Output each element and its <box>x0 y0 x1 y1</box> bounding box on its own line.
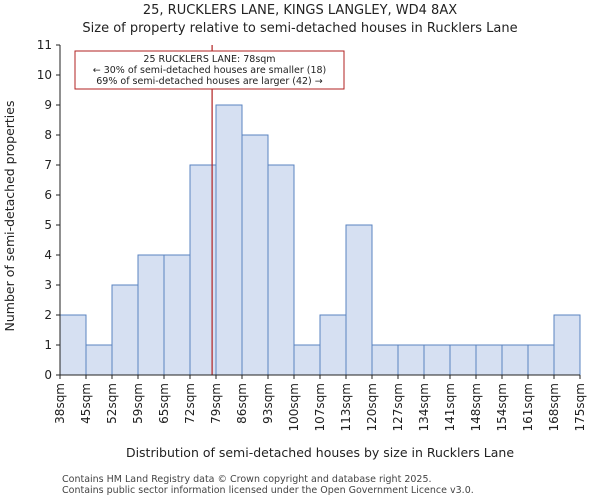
footer-line-2: Contains public sector information licen… <box>62 485 474 496</box>
y-tick-label: 0 <box>44 368 52 382</box>
annotation-line-3: 69% of semi-detached houses are larger (… <box>96 76 323 87</box>
y-tick-label: 8 <box>44 128 52 142</box>
bar-59sqm <box>137 254 165 376</box>
footer-line-1: Contains HM Land Registry data © Crown c… <box>62 474 432 485</box>
x-tick-label: 65sqm <box>157 383 171 424</box>
x-tick-label: 120sqm <box>365 383 379 431</box>
annotation-line-1: 25 RUCKLERS LANE: 78sqm <box>143 54 275 65</box>
annotation-box <box>74 50 345 90</box>
x-tick-label: 38sqm <box>53 383 67 424</box>
bar-79sqm <box>215 104 243 376</box>
bar-161sqm <box>527 344 555 376</box>
bar-52sqm <box>111 284 139 376</box>
bar-86sqm <box>241 134 269 376</box>
x-tick-label: 52sqm <box>105 383 119 424</box>
x-tick-label: 59sqm <box>131 383 145 424</box>
bar-93sqm <box>267 164 295 376</box>
y-tick-label: 7 <box>44 158 52 172</box>
y-tick-label: 9 <box>44 98 52 112</box>
marker-group: 25 RUCKLERS LANE: 78sqm← 30% of semi-det… <box>74 45 345 375</box>
x-tick-label: 86sqm <box>235 383 249 424</box>
bar-148sqm <box>475 344 503 376</box>
bar-38sqm <box>59 314 87 376</box>
x-tick-label: 113sqm <box>339 383 353 431</box>
x-tick-label: 107sqm <box>313 383 327 431</box>
x-tick-label: 168sqm <box>547 383 561 431</box>
x-tick-label: 141sqm <box>443 383 457 431</box>
bar-100sqm <box>293 344 321 376</box>
x-tick-label: 45sqm <box>79 383 93 424</box>
y-tick-label: 10 <box>37 68 52 82</box>
bar-113sqm <box>345 224 373 376</box>
x-axis-label: Distribution of semi-detached houses by … <box>126 445 514 460</box>
bar-65sqm <box>163 254 191 376</box>
y-tick-label: 11 <box>37 38 52 52</box>
y-tick-label: 6 <box>44 188 52 202</box>
y-axis-label: Number of semi-detached properties <box>2 101 17 332</box>
y-tick-label: 2 <box>44 308 52 322</box>
x-tick-label: 127sqm <box>391 383 405 431</box>
x-tick-label: 100sqm <box>287 383 301 431</box>
x-tick-label: 175sqm <box>573 383 587 431</box>
bar-127sqm <box>397 344 425 376</box>
y-tick-label: 1 <box>44 338 52 352</box>
bar-120sqm <box>371 344 399 376</box>
chart-title: 25, RUCKLERS LANE, KINGS LANGLEY, WD4 8A… <box>0 2 600 38</box>
x-tick-label: 161sqm <box>521 383 535 431</box>
bar-134sqm <box>423 344 451 376</box>
chart-subtitle: Size of property relative to semi-detach… <box>82 21 518 36</box>
x-tick-label: 134sqm <box>417 383 431 431</box>
y-tick-label: 3 <box>44 278 52 292</box>
bar-45sqm <box>85 344 113 376</box>
bar-107sqm <box>319 314 347 376</box>
x-tick-label: 79sqm <box>209 383 223 424</box>
y-tick-label: 5 <box>44 218 52 232</box>
x-tick-label: 72sqm <box>183 383 197 424</box>
footer-attribution: Contains HM Land Registry data © Crown c… <box>62 474 474 496</box>
x-tick-label: 154sqm <box>495 383 509 431</box>
y-tick-label: 4 <box>44 248 52 262</box>
chart-title-line-1: 25, RUCKLERS LANE, KINGS LANGLEY, WD4 8A… <box>142 3 458 18</box>
bar-154sqm <box>501 344 529 376</box>
bar-141sqm <box>449 344 477 376</box>
annotation-line-2: ← 30% of semi-detached houses are smalle… <box>93 65 327 76</box>
axes-group: 0 1 2 3 4 5 6 7 8 9 10 11 38sqm 45sqm 52sqm 59sqm 65sqm 7… <box>37 38 587 431</box>
bars-group <box>59 104 581 376</box>
x-tick-label: 93sqm <box>261 383 275 424</box>
bar-168sqm <box>553 314 581 376</box>
x-tick-label: 148sqm <box>469 383 483 431</box>
